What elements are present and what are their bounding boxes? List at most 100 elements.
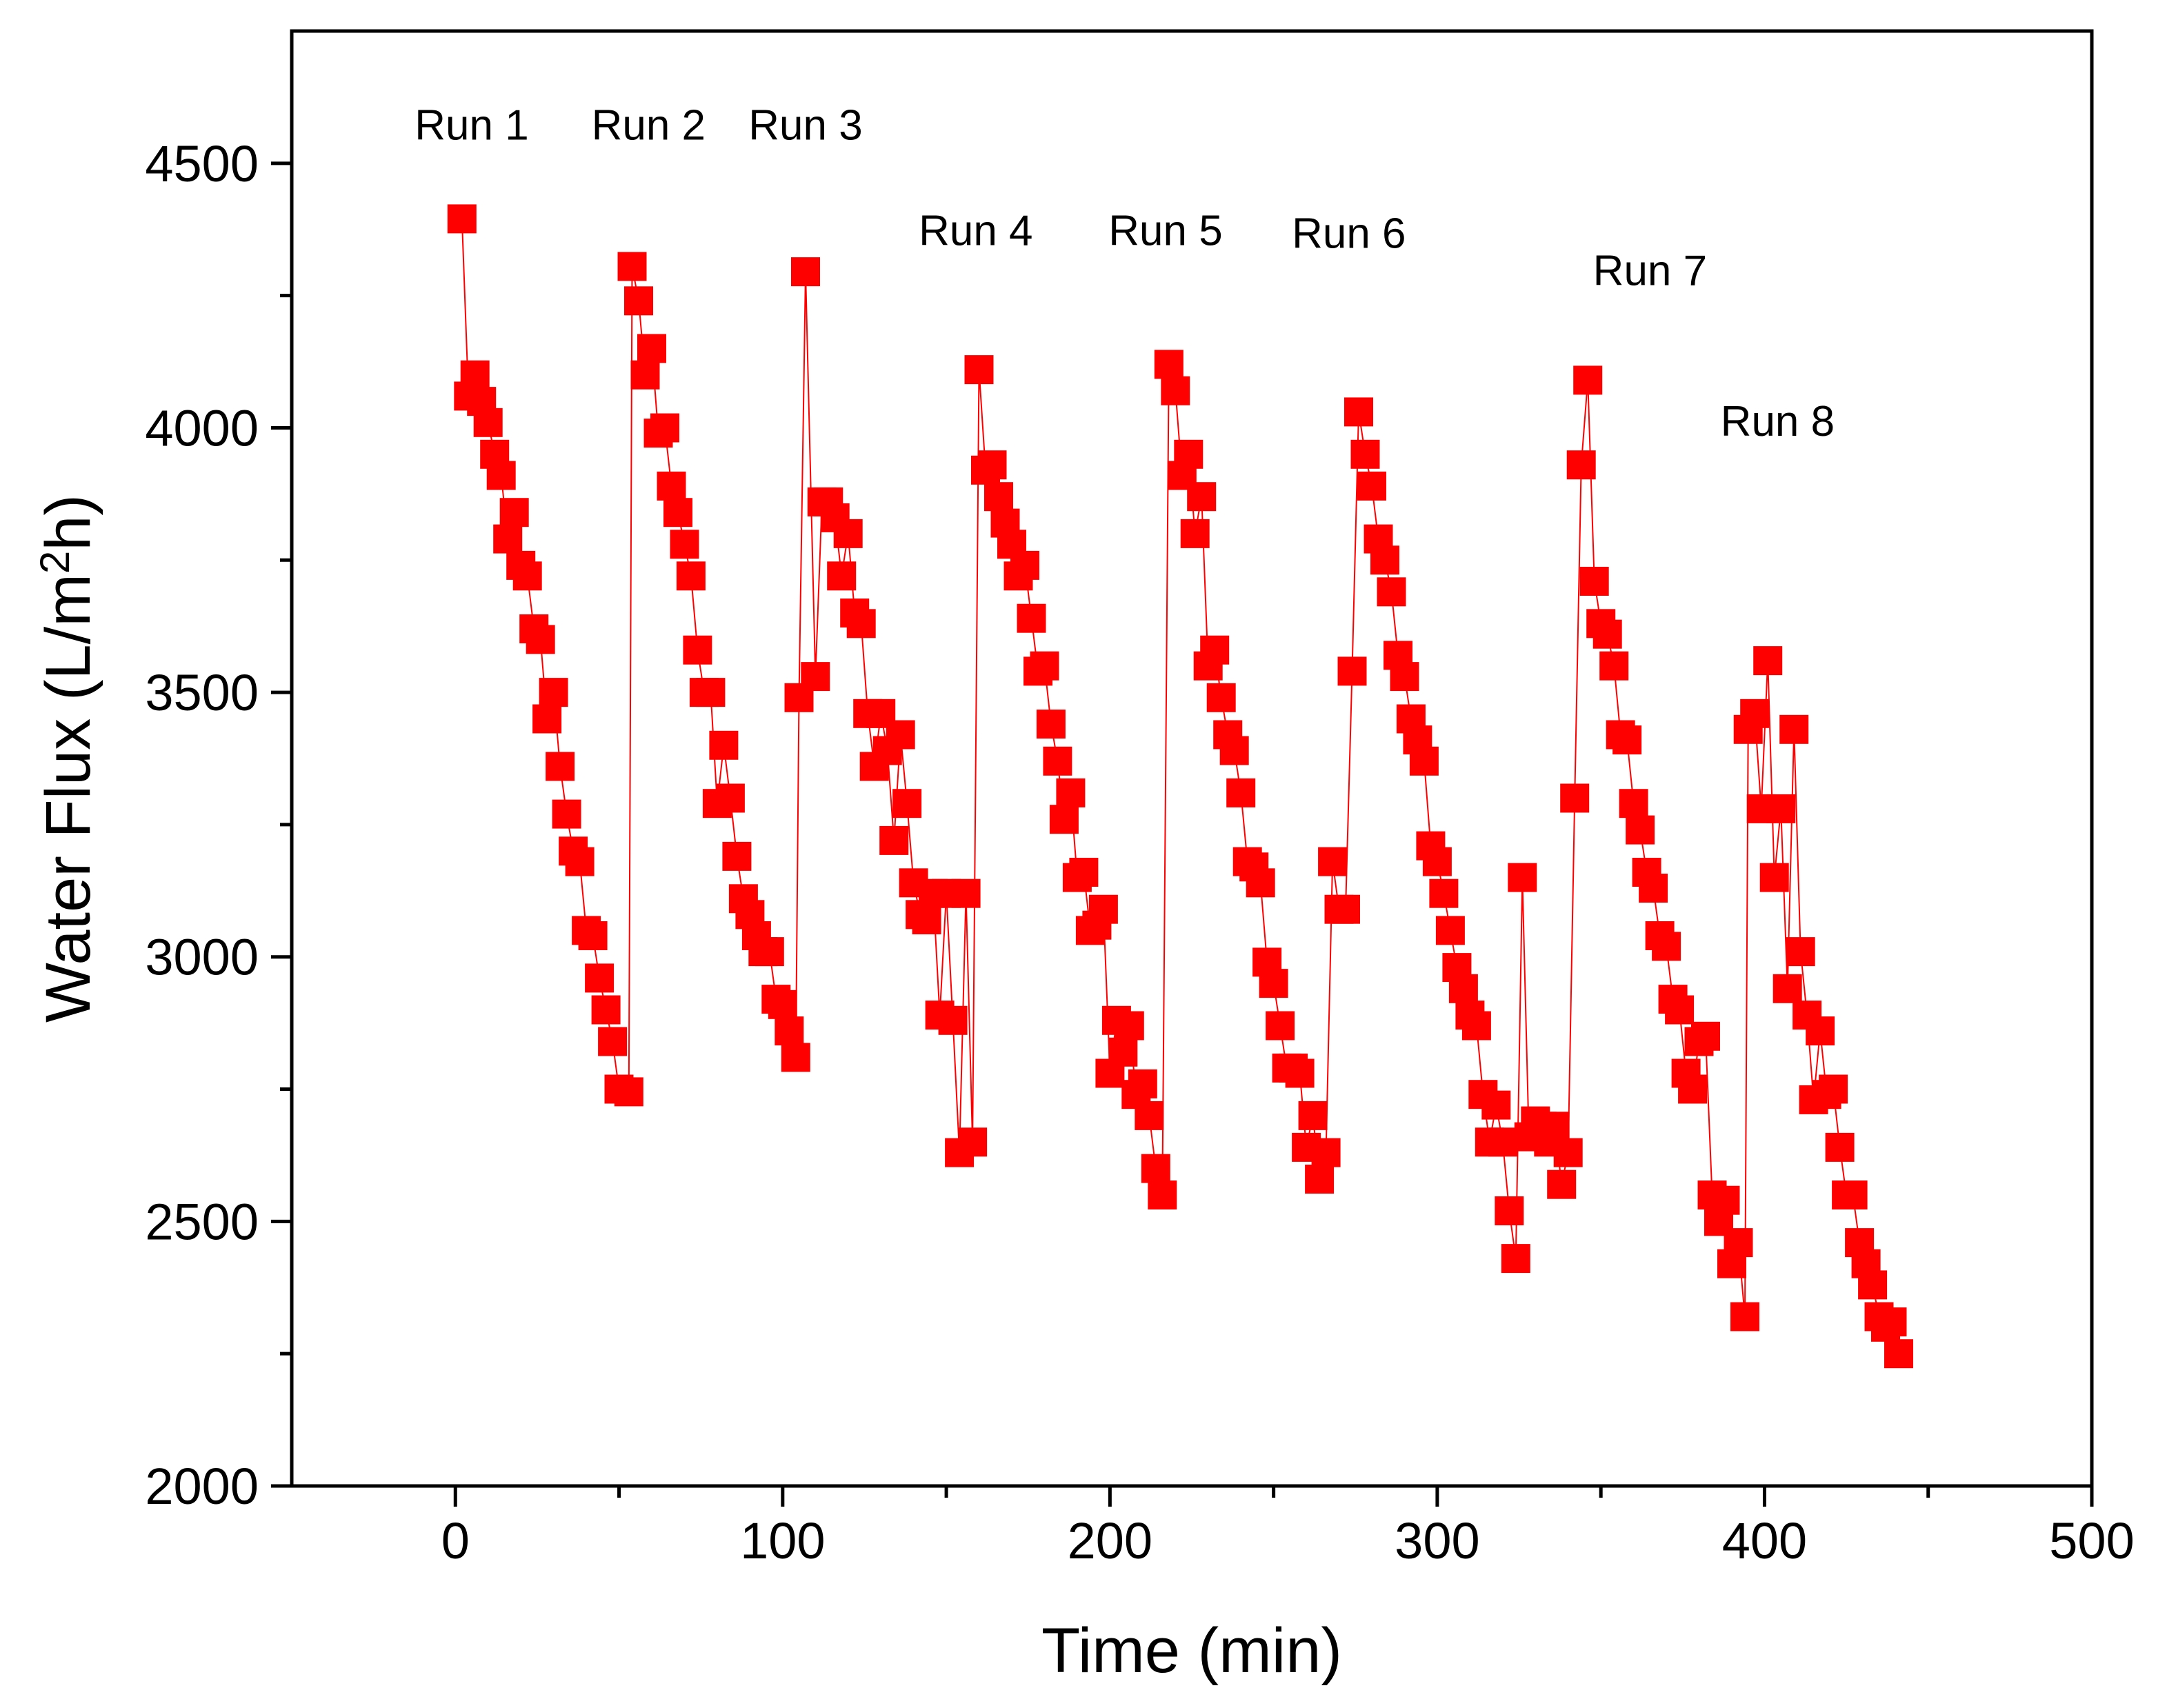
annotation-run-7: Run 7 xyxy=(1593,247,1707,294)
data-point-150 xyxy=(1429,878,1459,908)
y-tick-label: 2000 xyxy=(145,1458,259,1515)
annotation-run-8: Run 8 xyxy=(1721,398,1835,445)
data-point-173 xyxy=(1579,567,1609,596)
data-point-32 xyxy=(657,471,686,501)
data-point-25 xyxy=(614,1077,643,1107)
data-point-78 xyxy=(958,1127,988,1157)
data-point-59 xyxy=(833,519,863,548)
data-point-204 xyxy=(1779,714,1809,744)
data-point-98 xyxy=(1088,894,1118,924)
y-axis-title-main: Water Flux (L/m xyxy=(33,574,103,1023)
data-point-124 xyxy=(1259,969,1288,998)
data-point-106 xyxy=(1141,1154,1170,1183)
data-point-61 xyxy=(846,609,876,639)
data-point-86 xyxy=(1010,550,1039,580)
data-point-186 xyxy=(1665,995,1695,1025)
data-point-23 xyxy=(598,1027,628,1056)
axes-layer: 0 100 200 300 400 500 2000 2500 3000 3500 4000 4500 xyxy=(145,135,2134,1569)
data-point-118 xyxy=(1219,736,1249,765)
data-point-220 xyxy=(1884,1339,1913,1369)
data-point-90 xyxy=(1036,710,1066,739)
data-point-22 xyxy=(591,995,621,1025)
data-point-8 xyxy=(499,498,529,528)
data-point-82 xyxy=(984,482,1013,512)
data-point-172 xyxy=(1573,365,1603,395)
data-point-27 xyxy=(624,286,653,316)
data-point-162 xyxy=(1508,863,1537,892)
data-point-107 xyxy=(1148,1180,1177,1209)
data-point-33 xyxy=(663,498,692,528)
x-tick-label: 300 xyxy=(1395,1512,1479,1569)
data-point-161 xyxy=(1501,1244,1530,1274)
y-tick-label: 3000 xyxy=(145,929,259,986)
data-point-203 xyxy=(1772,974,1802,1003)
data-point-66 xyxy=(879,825,909,855)
data-point-141 xyxy=(1370,545,1399,575)
data-point-36 xyxy=(683,635,712,665)
data-point-40 xyxy=(709,730,739,760)
data-point-50 xyxy=(775,1016,804,1046)
data-point-54 xyxy=(801,662,830,692)
data-point-31 xyxy=(650,413,679,443)
y-tick-label: 4000 xyxy=(145,399,259,456)
data-point-111 xyxy=(1174,439,1204,469)
data-point-91 xyxy=(1043,746,1072,776)
data-point-216 xyxy=(1858,1270,1888,1300)
data-point-153 xyxy=(1448,974,1478,1003)
data-point-108 xyxy=(1154,350,1184,379)
data-point-112 xyxy=(1180,519,1210,548)
y-axis-title-superscript: 2 xyxy=(32,551,78,574)
data-point-0 xyxy=(447,204,477,234)
data-point-160 xyxy=(1495,1196,1524,1225)
data-point-149 xyxy=(1422,847,1452,876)
data-point-71 xyxy=(912,905,941,934)
series-layer xyxy=(447,204,1913,1369)
data-point-136 xyxy=(1337,656,1367,686)
data-point-202 xyxy=(1766,794,1796,823)
data-point-169 xyxy=(1553,1138,1583,1167)
x-tick-label: 200 xyxy=(1068,1512,1152,1569)
data-point-10 xyxy=(512,561,542,591)
data-point-155 xyxy=(1461,1011,1491,1041)
data-point-95 xyxy=(1069,858,1099,887)
data-point-130 xyxy=(1298,1101,1328,1130)
data-point-51 xyxy=(781,1043,810,1072)
data-point-131 xyxy=(1305,1165,1335,1194)
data-point-41 xyxy=(715,783,745,813)
data-point-113 xyxy=(1187,482,1217,512)
y-tick-label: 3500 xyxy=(145,664,259,721)
data-point-13 xyxy=(532,704,562,734)
data-point-38 xyxy=(696,678,726,707)
data-point-208 xyxy=(1806,1016,1835,1046)
data-point-20 xyxy=(578,921,608,950)
data-point-122 xyxy=(1246,868,1275,898)
data-point-18 xyxy=(565,847,595,876)
x-tick-label: 400 xyxy=(1722,1512,1807,1569)
annotation-layer: Run 1 Run 2 Run 3 Run 4 Run 5 Run 6 Run 7 Run 8 xyxy=(415,101,1835,445)
annotation-run-4: Run 4 xyxy=(919,208,1032,255)
data-point-211 xyxy=(1825,1132,1855,1162)
data-point-133 xyxy=(1318,847,1348,876)
data-point-35 xyxy=(676,561,706,591)
data-point-175 xyxy=(1592,619,1622,649)
data-point-93 xyxy=(1056,778,1086,807)
plot-frame xyxy=(290,29,2094,1488)
data-point-2 xyxy=(460,360,490,390)
data-point-75 xyxy=(938,1005,968,1035)
data-point-135 xyxy=(1331,894,1360,924)
data-point-179 xyxy=(1619,789,1648,818)
y-tick-label: 2500 xyxy=(145,1193,259,1250)
data-point-89 xyxy=(1030,651,1059,681)
data-point-139 xyxy=(1357,471,1386,501)
data-point-116 xyxy=(1206,683,1236,712)
data-point-115 xyxy=(1200,635,1230,665)
data-point-42 xyxy=(722,841,752,871)
data-point-79 xyxy=(964,355,994,385)
data-point-147 xyxy=(1409,746,1439,776)
data-point-188 xyxy=(1678,1074,1708,1104)
x-axis-title: Time (min) xyxy=(1041,1616,1342,1686)
data-point-167 xyxy=(1540,1112,1570,1141)
data-point-87 xyxy=(1017,603,1046,633)
data-point-210 xyxy=(1819,1074,1848,1104)
data-point-180 xyxy=(1626,815,1655,845)
